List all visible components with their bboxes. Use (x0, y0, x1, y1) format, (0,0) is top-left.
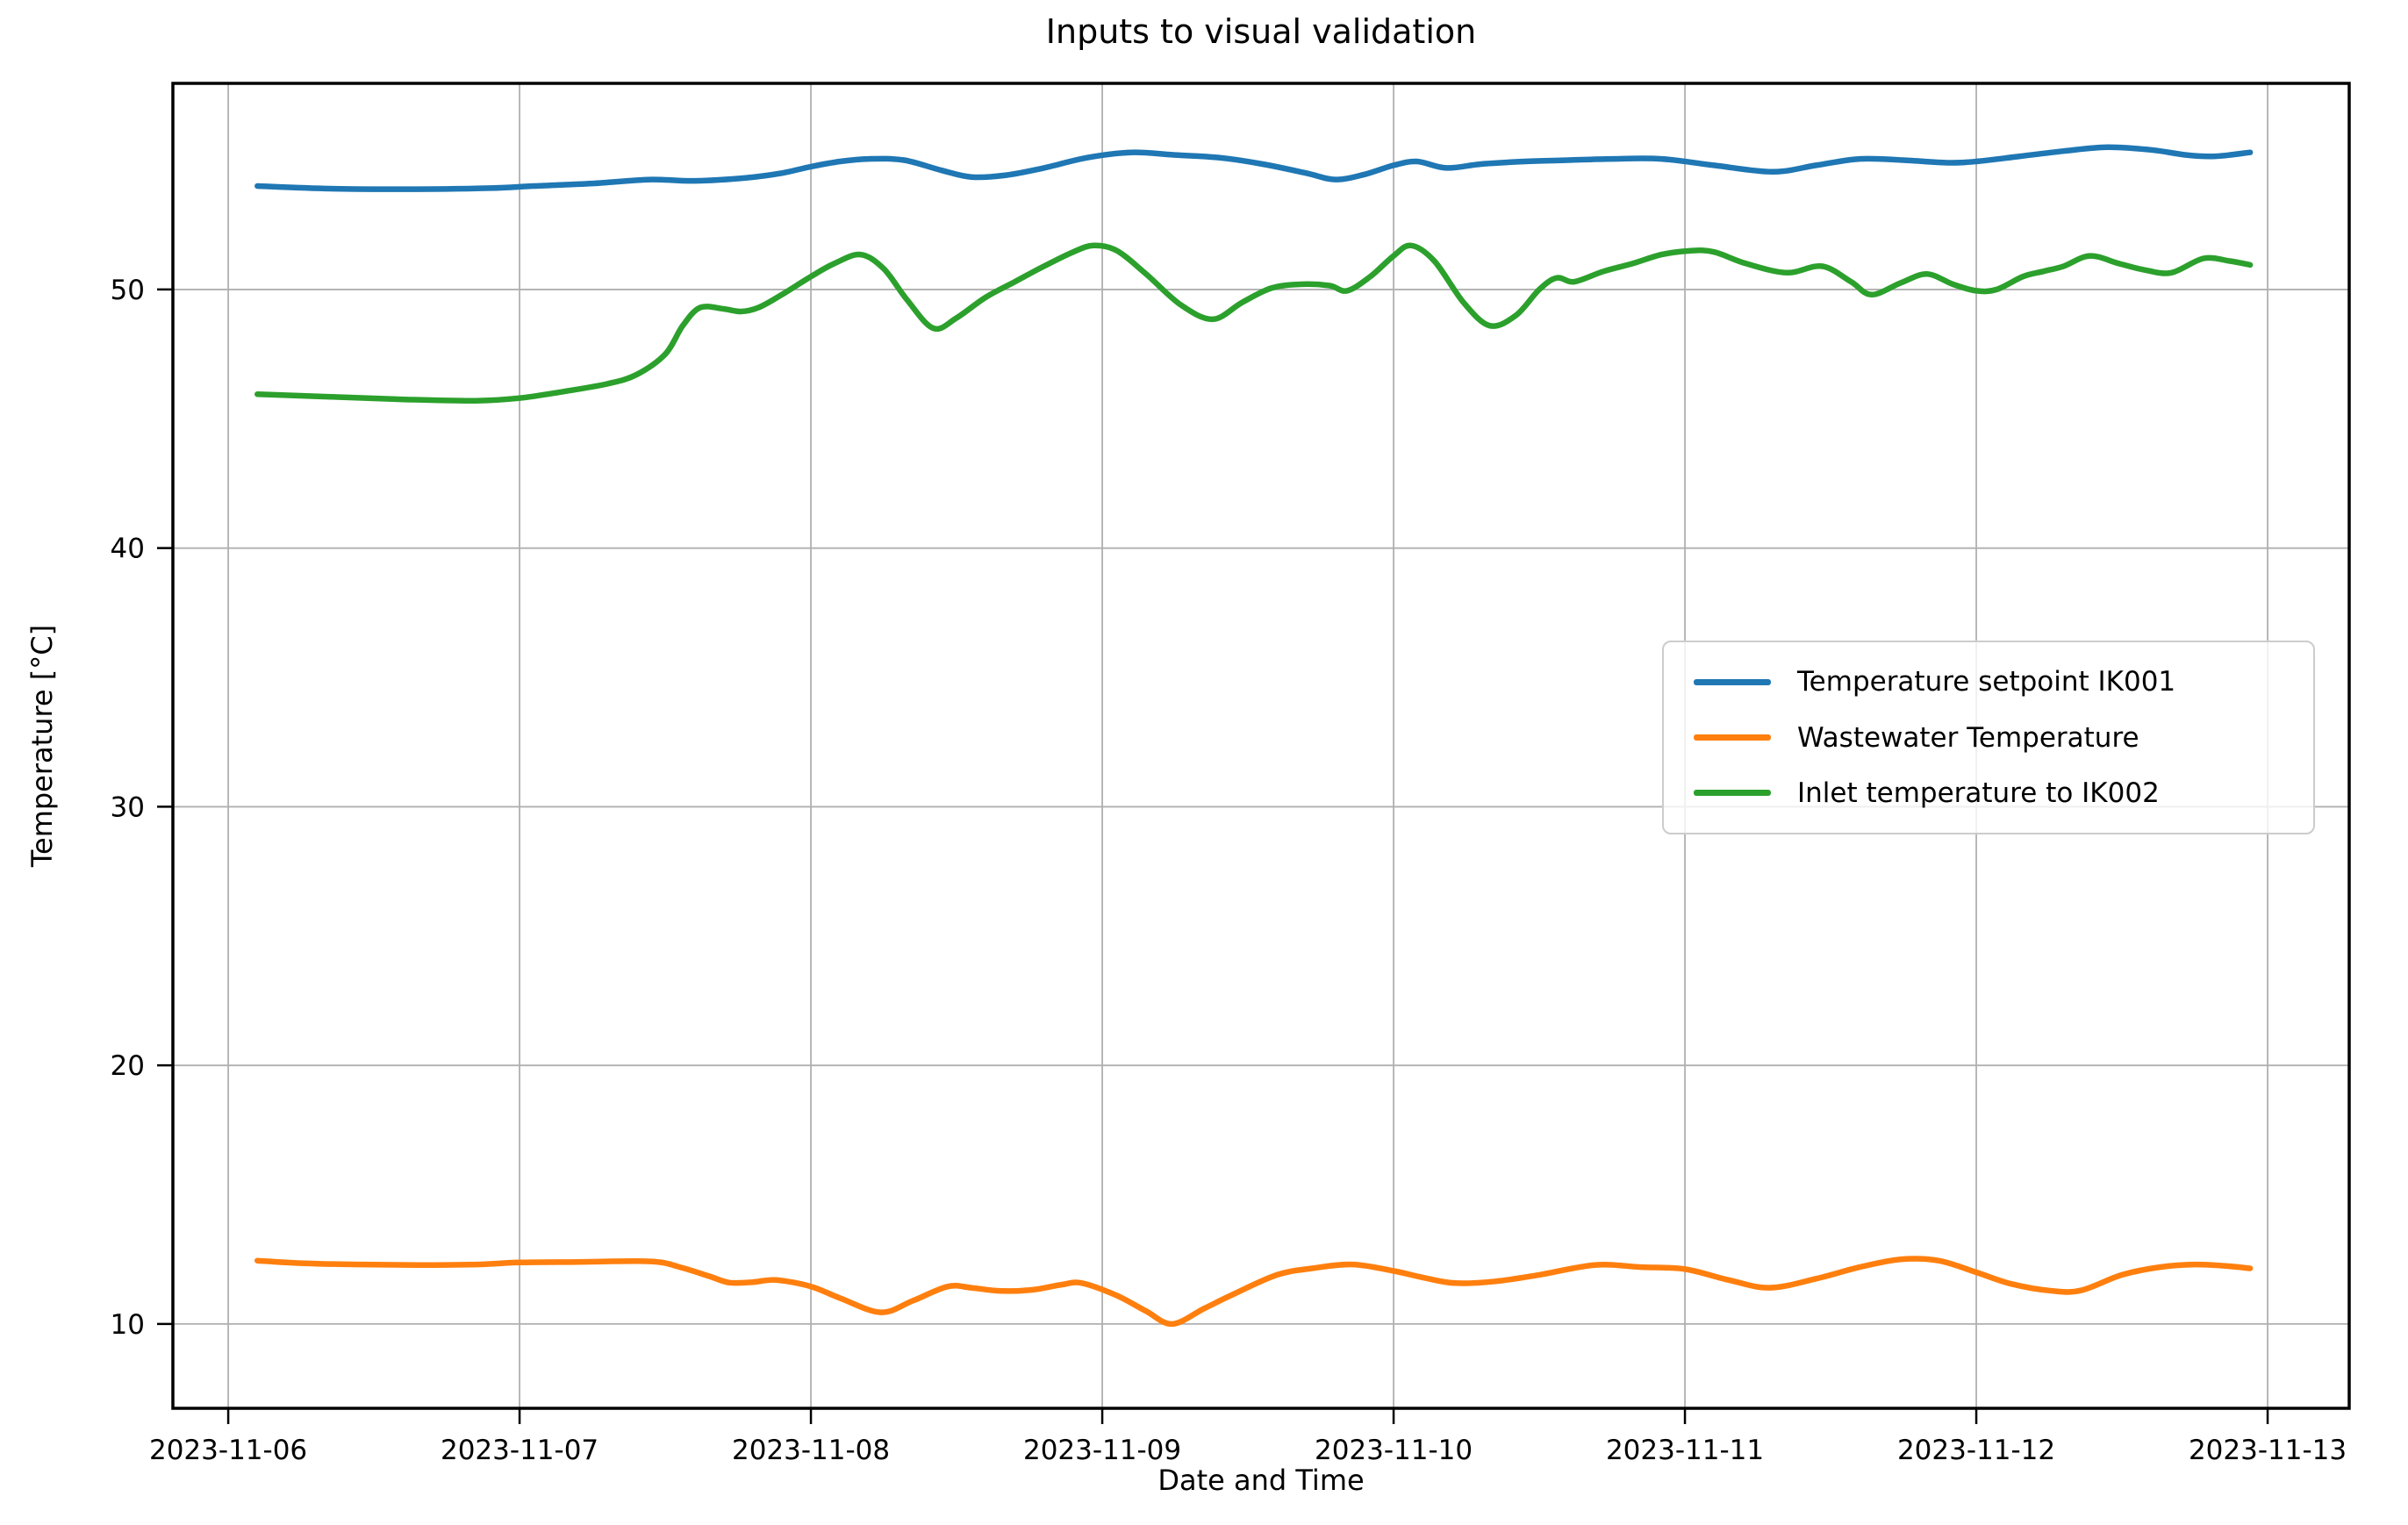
chart-title: Inputs to visual validation (1045, 12, 1477, 51)
series-line-0 (254, 144, 2254, 192)
y-tick-label: 30 (111, 791, 145, 823)
y-tick-label: 40 (111, 533, 145, 565)
x-tick-label: 2023-11-09 (1023, 1435, 1181, 1466)
x-tick-label: 2023-11-06 (149, 1435, 307, 1466)
x-tick-label: 2023-11-13 (2189, 1435, 2347, 1466)
axes-spines (171, 82, 2351, 1410)
legend-label: Wastewater Temperature (1797, 721, 2139, 754)
legend-line-swatch (1694, 790, 1771, 797)
y-tick-label: 20 (111, 1050, 145, 1082)
tick-labels: 2023-11-06 2023-11-07 2023-11-08 2023-11-09… (111, 275, 2347, 1466)
x-axis-label: Date and Time (1157, 1464, 1365, 1497)
legend-line-swatch (1694, 734, 1771, 741)
legend-box: Temperature setpoint IK001 Wastewater Tem… (1662, 641, 2315, 834)
x-tick-label: 2023-11-07 (441, 1435, 598, 1466)
series-line-2 (254, 242, 2254, 404)
x-tick-label: 2023-11-11 (1606, 1435, 1764, 1466)
series-line-1 (254, 1256, 2254, 1328)
ticks (157, 288, 2269, 1424)
y-tick-label: 50 (111, 275, 145, 306)
x-tick-label: 2023-11-10 (1315, 1435, 1473, 1466)
legend-entry-1: Wastewater Temperature (1669, 722, 2308, 754)
legend-label: Temperature setpoint IK001 (1797, 666, 2176, 698)
legend-label: Inlet temperature to IK002 (1797, 777, 2160, 809)
y-tick-label: 10 (111, 1309, 145, 1341)
x-tick-label: 2023-11-12 (1897, 1435, 2055, 1466)
y-axis-label: Temperature [°C] (25, 624, 59, 868)
legend-entry-0: Temperature setpoint IK001 (1669, 666, 2308, 698)
legend-entry-2: Inlet temperature to IK002 (1669, 777, 2308, 809)
legend-line-swatch (1694, 678, 1771, 685)
x-tick-label: 2023-11-08 (732, 1435, 890, 1466)
